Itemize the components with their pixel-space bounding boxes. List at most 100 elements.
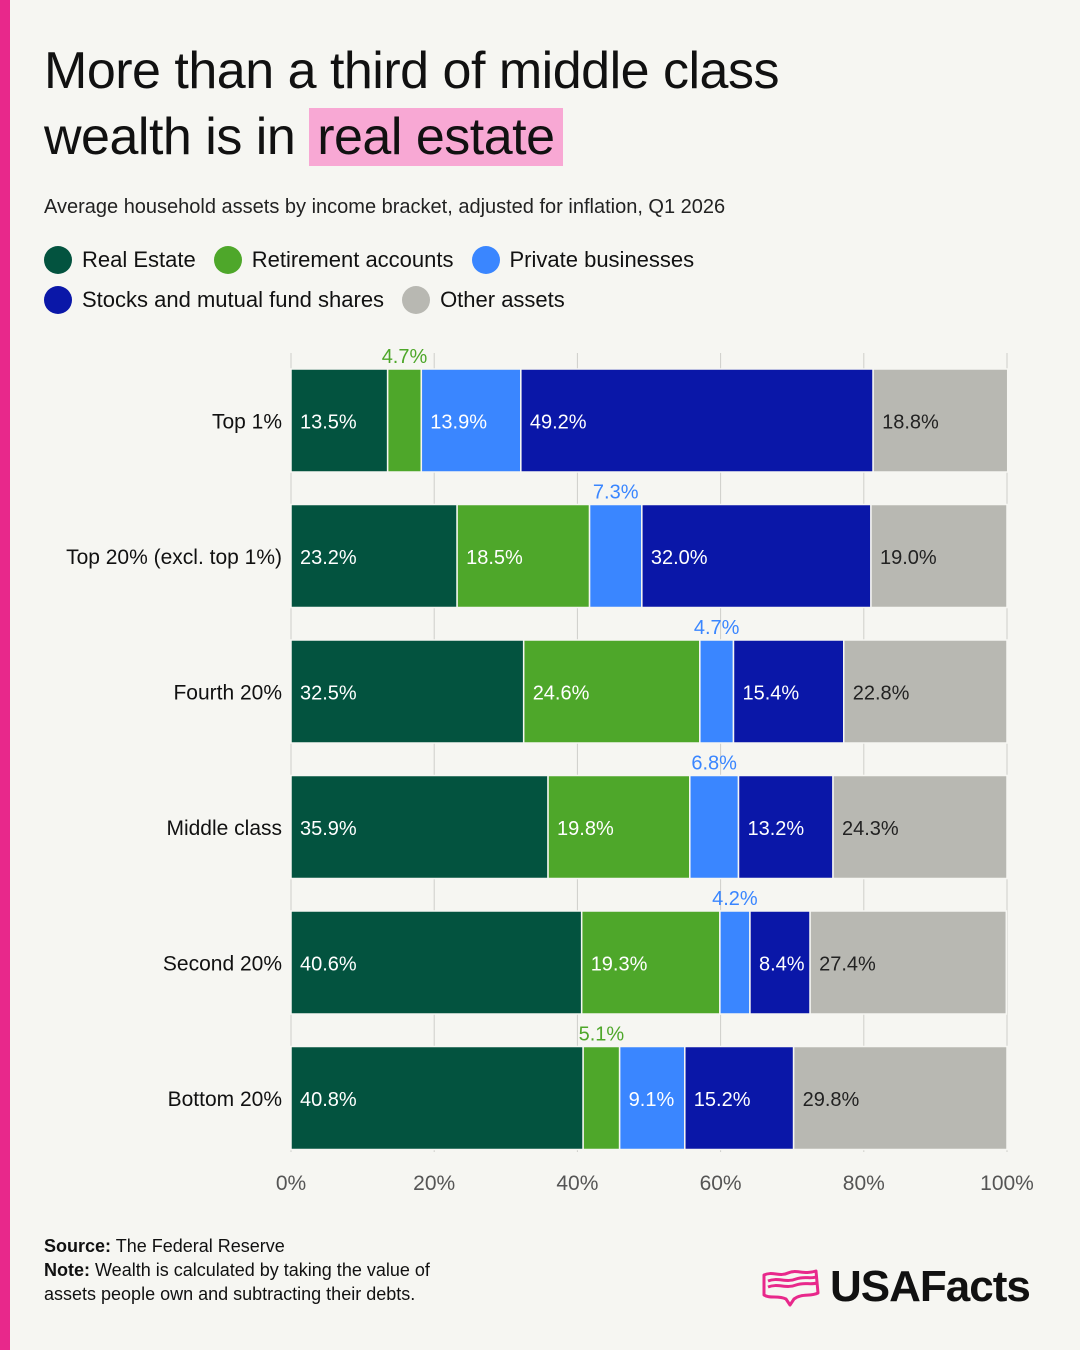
source-label: Source: bbox=[44, 1236, 112, 1256]
data-label: 4.2% bbox=[712, 888, 758, 910]
note-text-2: assets people own and subtracting their … bbox=[44, 1284, 416, 1304]
bar-segment bbox=[290, 910, 583, 1015]
bar-segment bbox=[870, 503, 1008, 609]
data-label: 24.6% bbox=[533, 683, 590, 705]
stacked-bar-chart: 0% 20% 40% 60% 80% 100% Top 1% 13.5% 4.7% 13.9% 49… bbox=[66, 346, 1034, 1195]
category-label: Bottom 20% bbox=[168, 1088, 282, 1111]
bar-segment bbox=[732, 639, 845, 744]
data-label: 13.9% bbox=[430, 412, 487, 434]
legend-item-real-estate: Real Estate bbox=[44, 246, 196, 274]
legend-swatch-stocks bbox=[44, 286, 72, 314]
legend-swatch-private-businesses bbox=[471, 246, 500, 274]
legend-swatch-other-assets bbox=[402, 286, 431, 314]
brand-name: USAFacts bbox=[830, 1262, 1031, 1311]
title-line-2-prefix: wealth is in bbox=[44, 108, 310, 166]
data-label: 40.6% bbox=[300, 954, 357, 976]
bar-segment bbox=[719, 910, 751, 1015]
bar-segment bbox=[792, 1045, 1008, 1151]
data-label: 6.8% bbox=[691, 753, 737, 775]
x-tick-label: 60% bbox=[700, 1172, 742, 1195]
x-tick-label: 100% bbox=[980, 1172, 1034, 1195]
data-label: 49.2% bbox=[530, 412, 587, 434]
accent-edge-bar bbox=[0, 0, 10, 1350]
legend-item-retirement: Retirement accounts bbox=[213, 246, 454, 274]
footer: Source: The Federal Reserve Note: Wealth… bbox=[44, 1234, 430, 1306]
legend-row-2: Stocks and mutual fund shares Other asse… bbox=[44, 283, 1024, 317]
note-label: Note: bbox=[44, 1260, 90, 1280]
data-label: 15.4% bbox=[742, 683, 799, 705]
data-label: 7.3% bbox=[593, 482, 639, 504]
bar-segment bbox=[618, 1045, 686, 1151]
bar-segment bbox=[290, 1045, 584, 1151]
data-label: 23.2% bbox=[300, 547, 357, 569]
data-label: 15.2% bbox=[694, 1089, 751, 1111]
category-label: Second 20% bbox=[163, 953, 282, 976]
data-label: 40.8% bbox=[300, 1089, 357, 1111]
bar-segment bbox=[386, 368, 423, 473]
bar-segment bbox=[522, 639, 701, 744]
x-tick-label: 40% bbox=[556, 1172, 598, 1195]
data-label: 19.3% bbox=[591, 954, 648, 976]
category-label: Fourth 20% bbox=[173, 682, 282, 705]
bar-segment bbox=[456, 503, 591, 609]
bar-segment bbox=[290, 368, 389, 473]
bar-segment bbox=[582, 1045, 621, 1151]
data-label: 32.0% bbox=[651, 547, 708, 569]
data-label: 4.7% bbox=[694, 617, 740, 639]
data-label: 29.8% bbox=[803, 1089, 860, 1111]
bar-segment bbox=[809, 910, 1008, 1015]
data-label: 19.0% bbox=[880, 547, 937, 569]
bar-segment bbox=[588, 503, 643, 609]
bar-segment bbox=[843, 639, 1008, 744]
bar-segment bbox=[832, 774, 1008, 880]
data-label: 5.1% bbox=[579, 1024, 625, 1046]
bar-segment bbox=[547, 774, 691, 880]
category-label: Middle class bbox=[166, 817, 282, 840]
bar-segment bbox=[737, 774, 834, 880]
bar-segment bbox=[520, 368, 874, 473]
bar-segment bbox=[290, 774, 549, 880]
bar-segment bbox=[580, 910, 721, 1015]
category-label: Top 1% bbox=[212, 411, 282, 434]
legend-label-other-assets: Other assets bbox=[440, 287, 565, 312]
usa-flag-map-icon bbox=[762, 1269, 820, 1307]
data-label: 18.5% bbox=[466, 547, 523, 569]
legend-swatch-real-estate bbox=[44, 246, 72, 274]
x-tick-label: 20% bbox=[413, 1172, 455, 1195]
chart-title: More than a third of middle class wealth… bbox=[44, 38, 1044, 170]
legend-item-stocks: Stocks and mutual fund shares bbox=[44, 286, 384, 314]
legend-item-private-businesses: Private businesses bbox=[471, 246, 695, 274]
data-label: 18.8% bbox=[882, 412, 939, 434]
legend-label-private-businesses: Private businesses bbox=[509, 247, 695, 272]
data-label: 13.5% bbox=[300, 412, 357, 434]
legend-label-real-estate: Real Estate bbox=[82, 247, 196, 272]
bar-segment bbox=[641, 503, 872, 609]
data-label: 19.8% bbox=[557, 818, 614, 840]
data-label: 35.9% bbox=[300, 818, 357, 840]
legend-label-retirement: Retirement accounts bbox=[251, 247, 454, 272]
usafacts-logo: USAFacts bbox=[760, 1262, 1031, 1312]
data-label: 22.8% bbox=[853, 683, 910, 705]
category-label: Top 20% (excl. top 1%) bbox=[66, 546, 282, 569]
bar-segment bbox=[420, 368, 522, 473]
title-highlight: real estate bbox=[309, 108, 563, 166]
data-label: 24.3% bbox=[842, 818, 899, 840]
data-label: 27.4% bbox=[819, 954, 876, 976]
legend-row-1: Real Estate Retirement accounts Private … bbox=[44, 243, 1024, 277]
bar-segment bbox=[684, 1045, 795, 1151]
data-label: 32.5% bbox=[300, 683, 357, 705]
source-line: Source: The Federal Reserve bbox=[44, 1234, 430, 1258]
legend-item-other-assets: Other assets bbox=[402, 286, 565, 314]
note-text-1: Wealth is calculated by taking the value… bbox=[95, 1260, 430, 1280]
x-tick-label: 0% bbox=[276, 1172, 306, 1195]
legend-label-stocks: Stocks and mutual fund shares bbox=[82, 287, 385, 312]
legend-swatch-retirement bbox=[213, 246, 242, 274]
bar-segment bbox=[872, 368, 1009, 473]
x-tick-label: 80% bbox=[843, 1172, 885, 1195]
chart-subtitle: Average household assets by income brack… bbox=[44, 196, 726, 218]
bar-segment bbox=[689, 774, 740, 880]
legend: Real Estate Retirement accounts Private … bbox=[44, 243, 1024, 323]
title-line-1: More than a third of middle class bbox=[44, 42, 779, 100]
title-line-2: wealth is in real estate bbox=[44, 104, 1044, 170]
data-label: 8.4% bbox=[759, 954, 805, 976]
